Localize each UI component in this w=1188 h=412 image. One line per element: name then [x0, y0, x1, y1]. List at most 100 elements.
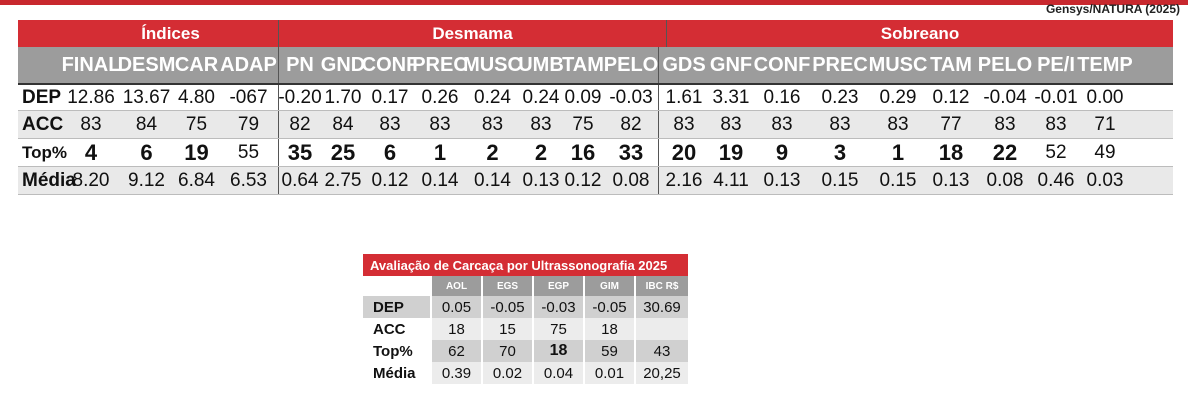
carcass-table-row: ACC 18 15 75 18 — [363, 318, 688, 340]
column-header: PE/I — [1037, 53, 1075, 76]
table-cell: 18 — [938, 139, 964, 165]
table-row: Top% 4 6 19 55 35 25 6 1 2 2 16 33 20 19 9 3 1 18 22 52 49 — [18, 139, 1173, 167]
column-header: PN — [286, 53, 314, 76]
table-cell: 0.26 — [421, 86, 459, 108]
table-cell: 13.67 — [122, 86, 171, 108]
column-header-row: FINAL DESM CAR ADAP PN GND CONF PREC MUSC UMB TAM P… — [18, 47, 1173, 83]
table-cell: 77 — [940, 113, 962, 135]
carcass-table-row: DEP 0.05 -0.05 -0.03 -0.05 30.69 — [363, 296, 688, 318]
group-spacer — [18, 20, 63, 47]
carcass-table-cell: 15 — [481, 318, 532, 340]
table-cell: 0.00 — [1086, 86, 1124, 108]
carcass-table-cell: 18 — [583, 318, 634, 340]
table-cell: 83 — [994, 113, 1016, 135]
table-cell: 16 — [570, 139, 596, 165]
row-label: Média — [22, 169, 76, 191]
carcass-table-cell: -0.05 — [481, 296, 532, 318]
carcass-row-label: Média — [373, 364, 416, 382]
carcass-evaluation-table: Avaliação de Carcaça por Ultrassonografi… — [363, 254, 688, 384]
table-cell: 22 — [992, 139, 1018, 165]
source-credit: Gensys/NATURA (2025) — [1045, 2, 1180, 16]
table-cell: 82 — [289, 113, 311, 135]
column-header: DESM — [117, 53, 176, 76]
table-cell: 0.46 — [1037, 169, 1075, 191]
carcass-column-header: GIM — [583, 276, 634, 296]
carcass-table-cell: 30.69 — [634, 296, 688, 318]
table-cell: 4.80 — [178, 86, 215, 108]
table-cell: 0.15 — [821, 169, 859, 191]
table-cell: -067 — [219, 85, 279, 110]
column-header: TAM — [930, 53, 972, 76]
carcass-table-row: Média 0.39 0.02 0.04 0.01 20,25 — [363, 362, 688, 384]
carcass-row-label: ACC — [373, 320, 406, 338]
carcass-table-cell: 75 — [532, 318, 583, 340]
top-accent-line — [0, 0, 1188, 5]
table-cell: 55 — [219, 139, 279, 166]
table-cell: 49 — [1094, 141, 1116, 163]
main-table-body: DEP 12.86 13.67 4.80 -067 -0.20 1.70 0.17 0.26 0.… — [18, 83, 1173, 195]
table-cell: 19 — [184, 139, 209, 165]
table-cell: 1 — [891, 139, 905, 165]
table-cell: 2.16 — [665, 169, 703, 191]
column-header: FINAL — [61, 53, 121, 76]
column-header: GDS — [662, 53, 706, 76]
table-cell: 20 — [671, 139, 697, 165]
column-header: ADAP — [219, 47, 279, 83]
table-cell: 6 — [140, 139, 153, 165]
table-cell: 83 — [887, 113, 909, 135]
table-cell: 6 — [383, 139, 397, 165]
table-cell: 0.14 — [474, 169, 511, 191]
carcass-table-body: DEP 0.05 -0.05 -0.03 -0.05 30.69 ACC 18 15 75 18 To… — [363, 296, 688, 384]
table-cell: 0.09 — [564, 86, 602, 108]
table-cell: 25 — [330, 139, 356, 165]
header-corner — [18, 47, 63, 83]
table-cell: 0.14 — [421, 169, 459, 191]
table-cell: 1.61 — [665, 86, 703, 108]
group-header-row: Índices Desmama Sobreano — [18, 20, 1173, 47]
table-cell: 12.86 — [67, 86, 115, 108]
table-cell: 83 — [530, 113, 552, 135]
table-cell: 75 — [185, 113, 208, 135]
group-sobreano: Sobreano — [880, 23, 960, 43]
column-header: TAM — [562, 53, 604, 76]
carcass-table-cell: 0.04 — [532, 362, 583, 384]
row-label: Top% — [22, 142, 68, 162]
column-header: CONF — [753, 53, 811, 76]
table-cell: 0.08 — [986, 169, 1024, 191]
table-cell: 0.23 — [821, 86, 859, 108]
table-cell: 2 — [534, 139, 548, 165]
table-cell: 8.20 — [72, 169, 110, 191]
table-cell: 83 — [429, 113, 451, 135]
table-cell: 0.08 — [604, 167, 659, 194]
table-cell: 83 — [720, 113, 742, 135]
table-cell: 33 — [604, 139, 659, 166]
table-cell: 35 — [287, 139, 313, 165]
table-cell: 6.53 — [219, 167, 279, 194]
table-cell: 0.13 — [932, 169, 970, 191]
table-cell: 0.15 — [879, 169, 917, 191]
table-row: Média 8.20 9.12 6.84 6.53 0.64 2.75 0.12 0.14 0.1… — [18, 167, 1173, 195]
column-header: CAR — [174, 53, 219, 76]
carcass-table-cell: 70 — [481, 340, 532, 362]
carcass-table-cell: 18 — [430, 318, 481, 340]
table-cell: 84 — [135, 113, 158, 135]
table-cell: 19 — [718, 139, 744, 165]
table-cell: -0.04 — [983, 86, 1027, 108]
table-cell: 0.12 — [932, 86, 970, 108]
carcass-table-cell: 20,25 — [634, 362, 688, 384]
column-header: GND — [320, 53, 366, 76]
group-desmama: Desmama — [279, 20, 667, 47]
carcass-table-cell: 0.39 — [430, 362, 481, 384]
carcass-table-cell: 18 — [532, 340, 583, 362]
column-header: PREC — [412, 53, 468, 76]
table-cell: 83 — [379, 113, 401, 135]
carcass-column-header: EGP — [532, 276, 583, 296]
table-cell: 2 — [486, 139, 499, 165]
carcass-column-header: AOL — [430, 276, 481, 296]
table-cell: 83 — [829, 113, 851, 135]
row-label: DEP — [22, 86, 62, 108]
column-header: PREC — [812, 53, 868, 76]
carcass-table-cell: -0.03 — [532, 296, 583, 318]
table-cell: 79 — [219, 111, 279, 138]
table-cell: 6.84 — [178, 169, 215, 191]
